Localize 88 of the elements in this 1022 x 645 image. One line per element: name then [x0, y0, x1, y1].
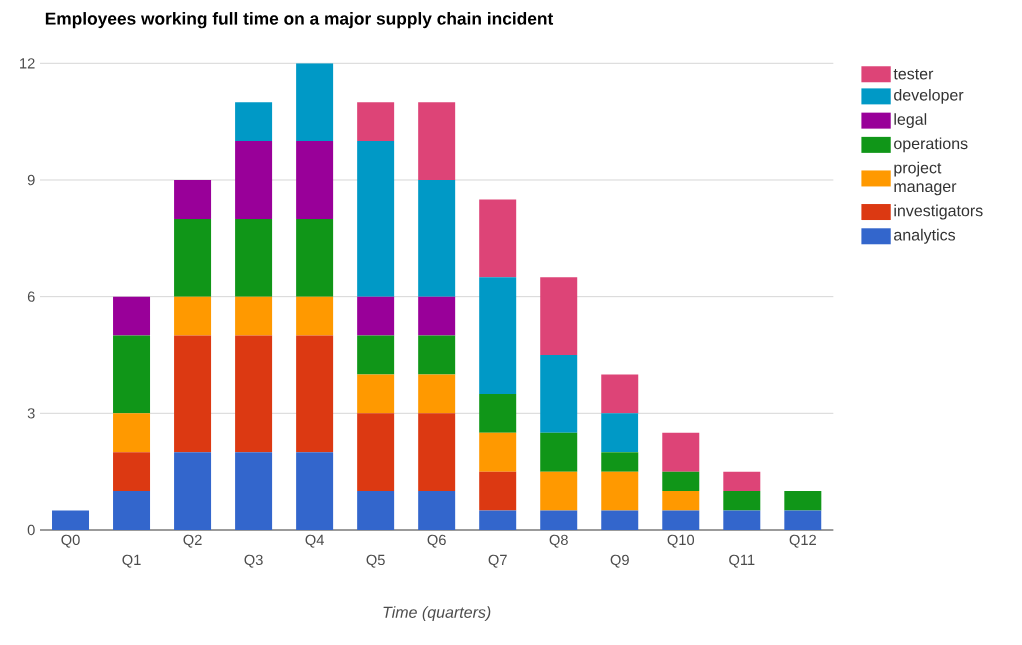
- bar: [296, 335, 334, 453]
- legend-label: analytics: [894, 228, 956, 244]
- bar: [662, 471, 700, 492]
- x-tick-label: Q1: [122, 554, 141, 568]
- bar: [601, 452, 639, 472]
- bar: [174, 452, 212, 530]
- bar: [723, 510, 761, 530]
- x-tick-label: Q10: [667, 534, 695, 548]
- bar: [723, 471, 761, 492]
- x-tick-label: Q9: [610, 554, 629, 568]
- legend-label: developer: [894, 88, 964, 104]
- bar: [235, 335, 273, 453]
- bar: [235, 218, 273, 297]
- bar: [174, 335, 212, 453]
- x-tick-label: Q7: [488, 554, 507, 568]
- legend-label: legal: [894, 113, 927, 129]
- legend-label: tester: [893, 69, 934, 80]
- bar: [418, 335, 456, 375]
- bar: [52, 510, 90, 530]
- bar: [418, 179, 456, 297]
- x-tick-label: Q11: [729, 554, 755, 568]
- bar: [479, 510, 517, 530]
- bar: [662, 491, 700, 511]
- bar: [235, 141, 273, 219]
- bar: [113, 413, 151, 453]
- bar: [174, 179, 212, 219]
- bar: [174, 296, 212, 336]
- bar: [235, 452, 273, 530]
- bar: [601, 510, 639, 530]
- chart-title: Employees working full time on a major supply chain incident: [45, 12, 554, 29]
- x-tick-label: Q2: [183, 534, 202, 548]
- bar: [357, 491, 395, 530]
- x-tick-label: Q3: [244, 554, 263, 568]
- bar: [723, 491, 761, 511]
- bar: [296, 452, 334, 530]
- bar: [479, 277, 517, 394]
- x-tick-label: Q12: [789, 534, 816, 548]
- x-tick-label: Q4: [305, 534, 324, 548]
- bar: [296, 218, 334, 297]
- bar: [540, 432, 578, 472]
- bar: [113, 491, 151, 530]
- legend-label: operations: [894, 137, 968, 153]
- bar: [235, 102, 273, 142]
- bar: [418, 296, 456, 336]
- bar: [662, 432, 700, 472]
- bar: [601, 471, 639, 511]
- bar: [357, 296, 395, 336]
- bar: [418, 413, 456, 492]
- y-tick-label: 9: [27, 174, 35, 186]
- bar: [235, 296, 273, 336]
- bar: [418, 491, 456, 530]
- bar: [113, 335, 151, 414]
- bar: [479, 393, 517, 433]
- bar: [296, 63, 334, 142]
- bar: [113, 452, 151, 492]
- bar: [479, 432, 517, 472]
- bar: [601, 413, 639, 453]
- bar: [662, 510, 700, 530]
- y-tick-label: 6: [27, 291, 35, 302]
- bar: [601, 374, 639, 414]
- x-axis-title: Time (quarters): [383, 606, 491, 622]
- x-tick-label: Q5: [366, 554, 385, 568]
- x-tick-label: Q6: [427, 534, 446, 548]
- y-tick-label: 12: [20, 58, 35, 69]
- x-tick-label: Q8: [549, 534, 568, 548]
- bar: [357, 141, 395, 297]
- bar: [357, 102, 395, 142]
- bar: [540, 277, 578, 355]
- bar: [357, 335, 395, 375]
- bar: [113, 296, 151, 336]
- bar: [540, 354, 578, 433]
- x-tick-label: Q0: [61, 534, 80, 548]
- bar: [479, 199, 517, 278]
- y-tick-label: 0: [27, 524, 35, 536]
- legend-label: investigators: [894, 204, 983, 220]
- bar: [418, 102, 456, 180]
- bar: [784, 491, 822, 511]
- y-tick-label: 3: [27, 408, 35, 419]
- bar: [296, 141, 334, 219]
- bar: [357, 374, 395, 414]
- bar: [174, 218, 212, 297]
- bar: [296, 296, 334, 336]
- bar: [540, 510, 578, 530]
- bar: [784, 510, 822, 530]
- bar: [418, 374, 456, 414]
- bar: [479, 471, 517, 511]
- bar: [357, 413, 395, 492]
- bar: [540, 471, 578, 511]
